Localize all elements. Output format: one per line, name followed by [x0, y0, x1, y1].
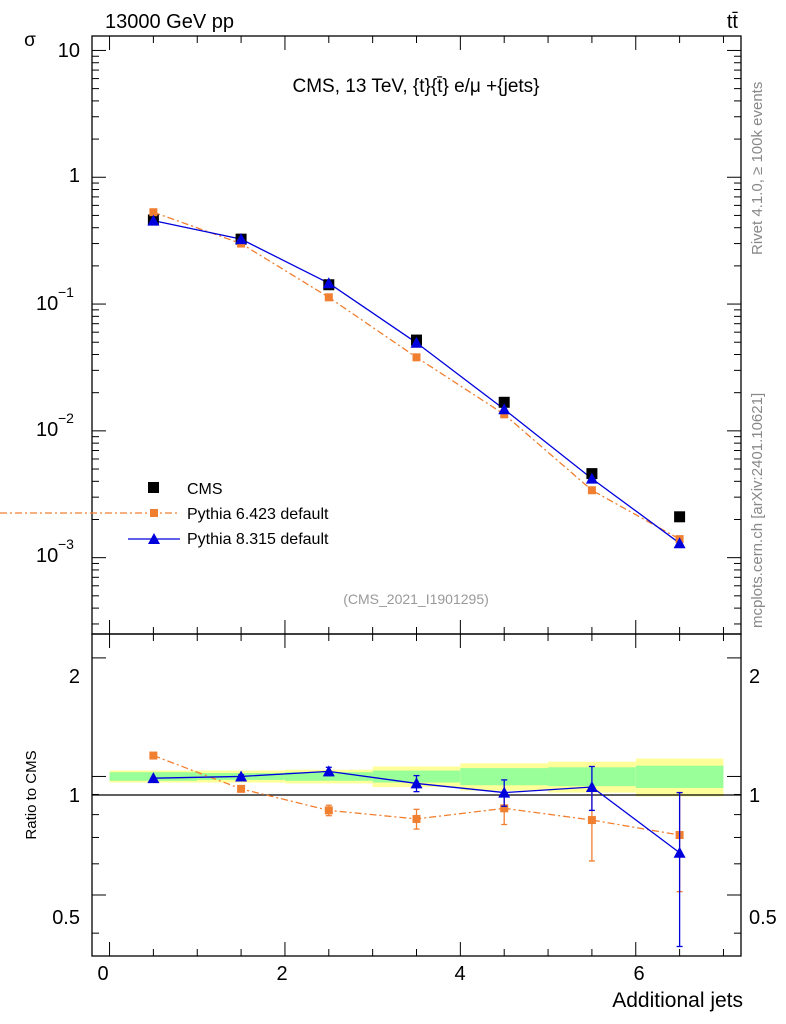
- top-line-pythia-6-423-default: [153, 211, 680, 540]
- ratio-tick-label-1-left: 1: [69, 785, 80, 807]
- legend-label-pythia8: Pythia 8.315 default: [187, 531, 329, 548]
- top-point-s1-2: [324, 293, 333, 302]
- ratio-point-s1-4: [500, 804, 509, 813]
- legend-marker-cms: [148, 482, 159, 493]
- top-point-s1-3: [412, 353, 421, 362]
- ratio-panel: Ratio to CMS 2 1 0.5 2 1 0.5 0 2 4 6 Add…: [23, 633, 777, 1012]
- x-tick-label-4: 4: [454, 963, 465, 985]
- y-tick-label-1e-1-visual: 10 −1: [36, 284, 74, 315]
- x-tick-label-0: 0: [97, 963, 108, 985]
- top-point-s2-2: [322, 277, 335, 289]
- legend-marker-pythia6: [150, 509, 158, 517]
- y-tick-1e-1-exp: −1: [58, 284, 74, 300]
- ratio-point-s2-2: [322, 765, 335, 777]
- ratio-point-s2-3: [410, 777, 423, 789]
- chart-title: CMS, 13 TeV, {t}{t̄} e/μ +{jets}: [292, 76, 539, 97]
- y-tick-1e-3-exp: −3: [58, 536, 74, 552]
- top-point-s2-1: [235, 233, 248, 245]
- y-tick-1e-2-base: 10: [36, 419, 58, 441]
- band-inner-6: [635, 765, 724, 788]
- ratio-point-s2-5: [585, 781, 598, 793]
- top-point-s2-3: [410, 336, 423, 348]
- ratio-point-s1-2: [324, 806, 333, 815]
- ratio-tick-label-05-left: 0.5: [52, 907, 80, 929]
- legend-marker-pythia8: [148, 533, 160, 544]
- ratio-point-s1-5: [587, 816, 596, 825]
- top-point-s0-4: [498, 396, 510, 408]
- y-tick-label-1e-3: 10^-3: [78, 556, 81, 559]
- ratio-point-s2-1: [235, 770, 248, 782]
- band-inner-2: [284, 772, 373, 781]
- y-tick-1e-1-base: 10: [36, 293, 58, 315]
- top-point-s1-0: [149, 208, 158, 217]
- ratio-axis-ticks: [92, 634, 741, 956]
- y-tick-label-10-text: 10: [58, 40, 80, 62]
- y-tick-label-1e-2: 10^-2: [78, 430, 81, 433]
- band-inner-4: [460, 768, 549, 786]
- top-point-s0-6: [674, 511, 686, 523]
- y-tick-1e-3-base: 10: [36, 545, 58, 567]
- y-tick-label-1e-1: 10^-1: [78, 305, 81, 308]
- top-point-s1-5: [587, 486, 596, 495]
- ratio-point-s2-6: [673, 846, 686, 858]
- y-tick-label-10: 10: [58, 40, 80, 62]
- top-point-s2-4: [498, 403, 511, 415]
- legend: CMS Pythia 6.423 default Pythia 8.315 de…: [0, 481, 329, 548]
- ratio-point-s1-1: [237, 784, 246, 793]
- top-point-s2-5: [585, 472, 598, 484]
- y-tick-label-1e-2-visual: 10 −2: [36, 410, 74, 441]
- ratio-point-s1-0: [149, 751, 158, 760]
- top-panel: CMS, 13 TeV, {t}{t̄} e/μ +{jets} (CMS_20…: [0, 30, 742, 635]
- top-markers: [147, 208, 686, 549]
- ratio-point-s1-3: [412, 814, 421, 823]
- top-point-s1-4: [500, 410, 509, 419]
- y-tick-1e-2-exp: −2: [58, 410, 74, 426]
- top-point-s2-0: [147, 214, 160, 226]
- legend-label-cms: CMS: [187, 481, 223, 498]
- y-tick-label-1-text: 1: [69, 165, 80, 187]
- x-tick-label-2: 2: [276, 963, 287, 985]
- ratio-tick-label-05-right: 0.5: [749, 907, 777, 929]
- x-tick-label-6: 6: [633, 963, 644, 985]
- legend-label-pythia6: Pythia 6.423 default: [187, 506, 329, 523]
- ratio-tick-label-2-right: 2: [749, 666, 760, 688]
- ratio-markers: [147, 751, 686, 948]
- y-tick-label-1e-3-visual: 10 −3: [36, 536, 74, 567]
- y-axis-label-ratio: Ratio to CMS: [23, 750, 40, 839]
- y-tick-label-1: 1: [69, 165, 80, 187]
- ratio-point-s2-0: [147, 772, 160, 784]
- ratio-point-s2-4: [498, 786, 511, 798]
- ratio-tick-label-2-left: 2: [69, 666, 80, 688]
- rivet-label: Rivet 4.1.0, ≥ 100k events: [749, 82, 766, 255]
- x-axis-label: Additional jets: [612, 989, 743, 1012]
- top-axis-ticks: [92, 36, 741, 634]
- top-line-pythia-8-315-default: [153, 219, 680, 544]
- process-label: tt̄: [727, 11, 739, 33]
- top-series-lines: [153, 211, 680, 544]
- ratio-tick-label-1-right: 1: [749, 785, 760, 807]
- energy-label: 13000 GeV pp: [105, 11, 234, 33]
- analysis-id: (CMS_2021_I1901295): [343, 591, 489, 607]
- top-point-s2-6: [673, 537, 686, 549]
- y-axis-label-top: σ: [24, 30, 36, 51]
- mcplots-label: mcplots.cern.ch [arXiv:2401.10621]: [749, 393, 766, 628]
